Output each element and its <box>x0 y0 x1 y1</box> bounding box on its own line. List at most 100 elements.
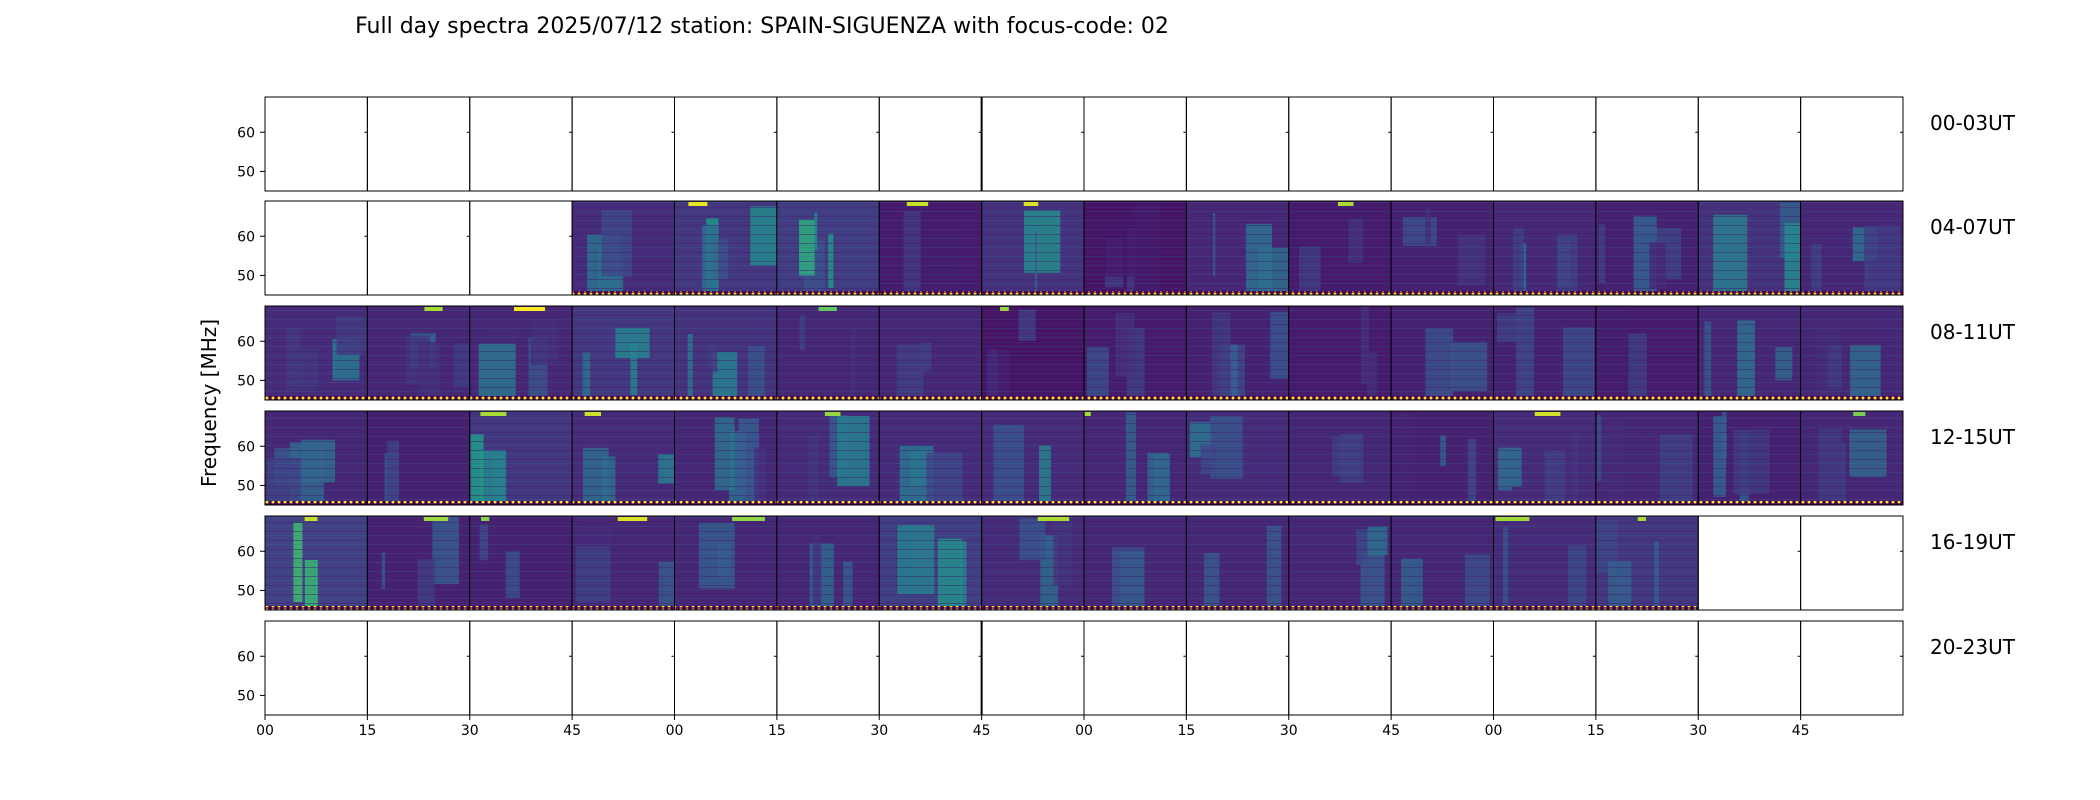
spectrum-texture <box>1493 516 1596 610</box>
x-tick-label: 15 <box>1177 723 1195 739</box>
spectrum-burst <box>1000 307 1009 311</box>
row-label: 16-19UT <box>1930 530 2016 554</box>
flag-marker-line <box>1186 501 1289 505</box>
x-tick-label: 15 <box>358 723 376 739</box>
flag-marker-line <box>776 501 880 505</box>
flag-marker-line <box>1084 501 1187 505</box>
flag-marker-line <box>1800 291 1903 295</box>
flag-marker-line <box>1800 396 1903 400</box>
y-tick-label: 50 <box>237 164 255 180</box>
y-tick-label: 60 <box>237 125 255 141</box>
panel-border <box>1083 620 1187 716</box>
x-tick-label: 45 <box>563 723 581 739</box>
panel-border <box>1288 96 1392 192</box>
panel-border <box>366 620 471 716</box>
panel-border <box>469 200 573 296</box>
flag-marker-line <box>1595 291 1699 295</box>
spectra-row: 50 60 04-07UT <box>237 200 2016 296</box>
flag-marker-line <box>469 396 573 400</box>
spectra-row: 50 60 20-23UT <box>237 620 2016 716</box>
panel-border <box>1800 410 1904 506</box>
flag-marker-line <box>1288 396 1392 400</box>
flag-marker-line <box>1698 396 1801 400</box>
flag-marker-line <box>776 396 880 400</box>
y-tick-label: 50 <box>237 373 255 389</box>
flag-marker-line <box>1595 501 1699 505</box>
spectrum-texture <box>1084 306 1187 400</box>
panel-border <box>1493 620 1597 716</box>
spectrum-texture <box>367 306 470 400</box>
flag-marker-line <box>879 396 982 400</box>
spectrum-texture <box>1391 516 1494 610</box>
spectrum-texture <box>1698 201 1801 295</box>
panel-border <box>1185 620 1290 716</box>
spectrum-texture <box>367 516 470 610</box>
spectrum-burst <box>304 517 318 521</box>
flag-marker-line <box>1084 291 1187 295</box>
spectrum-burst <box>1534 412 1561 416</box>
spectrum-texture <box>572 306 675 400</box>
y-tick-label: 50 <box>237 688 255 704</box>
x-tick-label: 15 <box>768 723 786 739</box>
y-tick-label: 60 <box>237 229 255 245</box>
y-tick-label: 60 <box>237 649 255 665</box>
x-tick-label: 00 <box>666 723 684 739</box>
spectrum-texture <box>469 411 573 505</box>
spectrum-texture <box>1493 201 1596 295</box>
flag-marker-line <box>572 501 675 505</box>
spectrum-texture <box>572 411 675 505</box>
flag-marker-line <box>1391 291 1494 295</box>
flag-marker-line <box>1084 396 1187 400</box>
spectrum-texture <box>1595 516 1699 610</box>
spectrum-burst <box>480 412 507 416</box>
flag-marker-line <box>1391 396 1494 400</box>
flag-marker-line <box>776 606 880 610</box>
spectrum-burst <box>1637 517 1646 521</box>
panel-border <box>674 96 778 192</box>
spectrum-texture <box>674 516 777 610</box>
panel-border <box>1185 96 1290 192</box>
panel-border <box>469 96 573 192</box>
flag-marker-line <box>1288 606 1392 610</box>
spectrum-texture <box>572 201 675 295</box>
figure-title: Full day spectra 2025/07/12 station: SPA… <box>355 14 1169 39</box>
spectra-rows: 50 60 00-03UT 50 60 04-07UT 50 60 08-11UT 50 60 12-… <box>237 96 2016 716</box>
spectrum-burst <box>1023 202 1039 206</box>
spectrum-texture <box>1288 306 1392 400</box>
spectrum-texture <box>1800 411 1903 505</box>
spectrum-texture <box>265 516 368 610</box>
flag-marker-line <box>1698 501 1801 505</box>
spectrum-burst <box>818 307 837 311</box>
spectrum-texture <box>776 201 880 295</box>
spectrum-texture <box>674 201 777 295</box>
spectrum-texture <box>776 411 880 505</box>
spectrum-burst <box>1037 517 1070 521</box>
panel-border <box>1800 96 1904 192</box>
flag-marker-line <box>981 606 1084 610</box>
flag-marker-line <box>469 501 573 505</box>
panel-border <box>1697 515 1802 611</box>
panel-border <box>469 620 573 716</box>
spectrum-texture <box>981 306 1084 400</box>
spectrum-texture <box>1186 201 1289 295</box>
spectrum-burst <box>514 307 546 311</box>
x-tick-label: 30 <box>461 723 479 739</box>
panel-border <box>1697 620 1802 716</box>
spectrum-texture <box>879 306 982 400</box>
spectrum-texture <box>572 516 675 610</box>
panel-border <box>1390 620 1494 716</box>
x-tick-label: 30 <box>870 723 888 739</box>
flag-marker-line <box>265 396 368 400</box>
flag-marker-line <box>1186 606 1289 610</box>
spectra-row: 50 60 00-03UT <box>237 96 2016 192</box>
spectrum-texture <box>1493 411 1596 505</box>
panel-border <box>674 620 778 716</box>
flag-marker-line <box>879 291 982 295</box>
panel-border <box>264 200 368 296</box>
flag-marker-line <box>1493 396 1596 400</box>
spectrum-burst <box>1084 412 1091 416</box>
spectrum-burst <box>1495 517 1530 521</box>
spectrum-burst <box>732 517 765 521</box>
spectrum-texture <box>879 201 982 295</box>
spectrum-burst <box>481 517 490 521</box>
